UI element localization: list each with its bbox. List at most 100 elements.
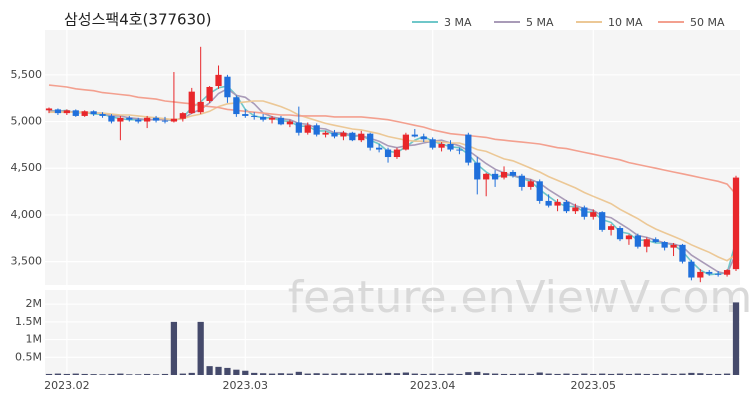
volume-bar: [45, 373, 53, 375]
legend-label: 50 MA: [690, 16, 725, 29]
candle-body: [81, 111, 88, 116]
candle-body: [438, 143, 445, 148]
candle-body: [643, 239, 650, 247]
candle-body: [268, 117, 276, 120]
candle-body: [108, 115, 115, 122]
candle-body: [233, 97, 240, 115]
volume-bar: [260, 373, 267, 375]
candle-body: [99, 114, 106, 116]
candle-body: [706, 271, 713, 274]
volume-bar: [634, 373, 641, 375]
legend-label: 5 MA: [526, 16, 554, 29]
candle-body: [224, 76, 231, 98]
volume-bar: [135, 374, 142, 375]
candle-body: [242, 114, 249, 116]
candle-body: [688, 261, 695, 278]
volume-bar: [679, 373, 686, 375]
volume-bar: [491, 373, 499, 375]
volume-bar: [393, 373, 401, 375]
candle-body: [599, 212, 606, 230]
volume-bar: [509, 373, 517, 375]
chart-title: 삼성스팩4호(377630): [64, 11, 212, 29]
volume-bar: [224, 367, 231, 375]
volume-bar: [643, 373, 650, 375]
volume-bar: [402, 372, 410, 375]
candle-body: [554, 201, 561, 206]
candle-body: [322, 132, 329, 135]
volume-bar: [536, 372, 543, 375]
volume-bar: [572, 373, 579, 375]
candle-body: [634, 235, 641, 247]
volume-bar: [152, 374, 160, 375]
volume-bar: [340, 373, 347, 375]
volume-bar: [456, 373, 463, 375]
volume-bar: [206, 366, 213, 375]
candle-body: [304, 125, 311, 133]
candle-body: [161, 120, 169, 122]
volume-bar: [706, 373, 713, 375]
candle-body: [679, 244, 686, 262]
candle-body: [277, 117, 285, 125]
candle-body: [581, 207, 588, 217]
volume-bar: [438, 373, 445, 375]
candle-body: [509, 171, 517, 176]
volume-bar: [670, 373, 677, 375]
volume-bar: [126, 374, 133, 375]
candle-body: [54, 109, 62, 114]
candle-body: [197, 101, 204, 113]
candle-body: [652, 239, 659, 243]
volume-bar: [465, 372, 472, 375]
volume-bar: [313, 373, 320, 375]
candle-body: [135, 119, 142, 122]
x-tick-label: 2023.04: [410, 379, 456, 392]
volume-bar: [322, 373, 329, 375]
volume-bar: [447, 373, 454, 375]
candle-body: [456, 149, 463, 151]
candle-body: [384, 149, 392, 158]
volume-bar: [375, 373, 383, 375]
volume-bar: [161, 373, 169, 375]
legend-label: 10 MA: [608, 16, 643, 29]
candle-body: [331, 132, 338, 137]
legend-label: 3 MA: [444, 16, 472, 29]
volume-bar: [661, 373, 668, 375]
volume-bar: [625, 373, 633, 375]
candle-body: [483, 173, 490, 180]
volume-bar: [295, 371, 302, 375]
candle-body: [402, 134, 410, 150]
candle-body: [590, 212, 597, 217]
volume-bar: [563, 373, 570, 375]
candle-body: [393, 149, 401, 158]
volume-bar: [331, 373, 338, 375]
candle-body: [536, 181, 543, 201]
candle-body: [527, 181, 534, 187]
volume-bar: [304, 373, 311, 375]
candle-body: [286, 121, 294, 125]
candle-body: [367, 133, 374, 148]
ma-line: [48, 84, 737, 195]
candle-body: [260, 116, 267, 120]
volume-tick-label: 0.5M: [15, 350, 42, 363]
volume-tick-label: 2M: [26, 297, 43, 310]
volume-bar: [54, 373, 62, 375]
candle-body: [144, 117, 151, 122]
candle-body: [670, 244, 677, 248]
volume-bar: [616, 373, 624, 375]
volume-bar: [144, 373, 151, 375]
volume-bar: [697, 373, 704, 375]
volume-bar: [581, 373, 588, 375]
volume-bar: [732, 302, 740, 375]
candle-body: [447, 143, 454, 150]
volume-bar: [545, 373, 552, 375]
candle-body: [491, 173, 499, 180]
candle-body: [126, 117, 133, 120]
candle-body: [420, 136, 427, 140]
volume-bar: [286, 373, 294, 375]
candle-body: [358, 133, 365, 141]
candle-body: [170, 118, 178, 122]
candle-body: [607, 226, 615, 230]
volume-bar: [688, 372, 695, 375]
volume-bar: [233, 369, 240, 375]
volume-bar: [500, 373, 508, 375]
candle-body: [661, 242, 668, 248]
